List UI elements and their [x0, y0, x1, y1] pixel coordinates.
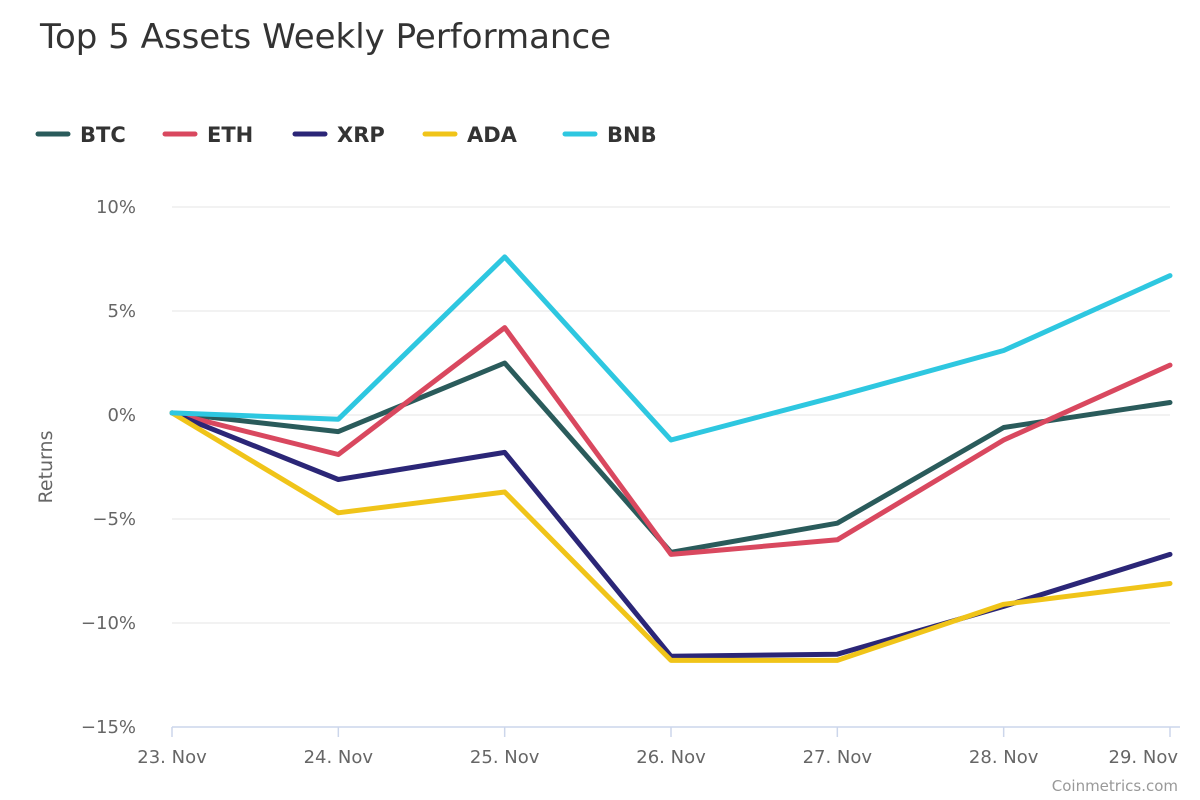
legend-item-eth[interactable]: ETH — [162, 123, 253, 147]
legend-label: ADA — [467, 123, 518, 147]
legend: BTC ETH XRP ADA BNB — [35, 123, 657, 147]
series-line-ada[interactable] — [169, 410, 1173, 663]
legend-item-btc[interactable]: BTC — [35, 123, 126, 147]
legend-label: ETH — [207, 123, 253, 147]
series-group — [169, 254, 1173, 663]
series-line-btc[interactable] — [169, 360, 1173, 555]
y-tick-label: 5% — [107, 301, 136, 322]
y-tick-label: −15% — [81, 717, 136, 738]
y-tick-label: 10% — [96, 197, 136, 218]
x-tick-label: 26. Nov — [636, 747, 706, 768]
x-tick-label: 27. Nov — [803, 747, 873, 768]
grid — [172, 206, 1170, 624]
x-tick-label: 28. Nov — [969, 747, 1039, 768]
credit-text[interactable]: Coinmetrics.com — [1052, 777, 1178, 795]
x-axis-ticks: 23. Nov 24. Nov 25. Nov 26. Nov 27. Nov 28. N… — [137, 727, 1178, 768]
legend-item-ada[interactable]: ADA — [422, 123, 518, 147]
x-tick-label: 25. Nov — [470, 747, 540, 768]
legend-label: BNB — [607, 123, 657, 147]
legend-label: XRP — [337, 123, 385, 147]
series-line-eth[interactable] — [169, 325, 1173, 557]
y-tick-label: 0% — [107, 405, 136, 426]
y-tick-label: −5% — [92, 509, 136, 530]
x-tick-label: 29. Nov — [1109, 747, 1179, 768]
series-line-bnb[interactable] — [169, 254, 1173, 443]
chart-title: Top 5 Assets Weekly Performance — [39, 17, 611, 57]
legend-item-bnb[interactable]: BNB — [562, 123, 657, 147]
legend-label: BTC — [80, 123, 126, 147]
y-axis-ticks: 10% 5% 0% −5% −10% −15% — [81, 197, 136, 738]
y-axis-title: Returns — [35, 431, 57, 504]
x-tick-label: 24. Nov — [304, 747, 374, 768]
x-tick-label: 23. Nov — [137, 747, 207, 768]
legend-item-xrp[interactable]: XRP — [292, 123, 385, 147]
y-tick-label: −10% — [81, 613, 136, 634]
